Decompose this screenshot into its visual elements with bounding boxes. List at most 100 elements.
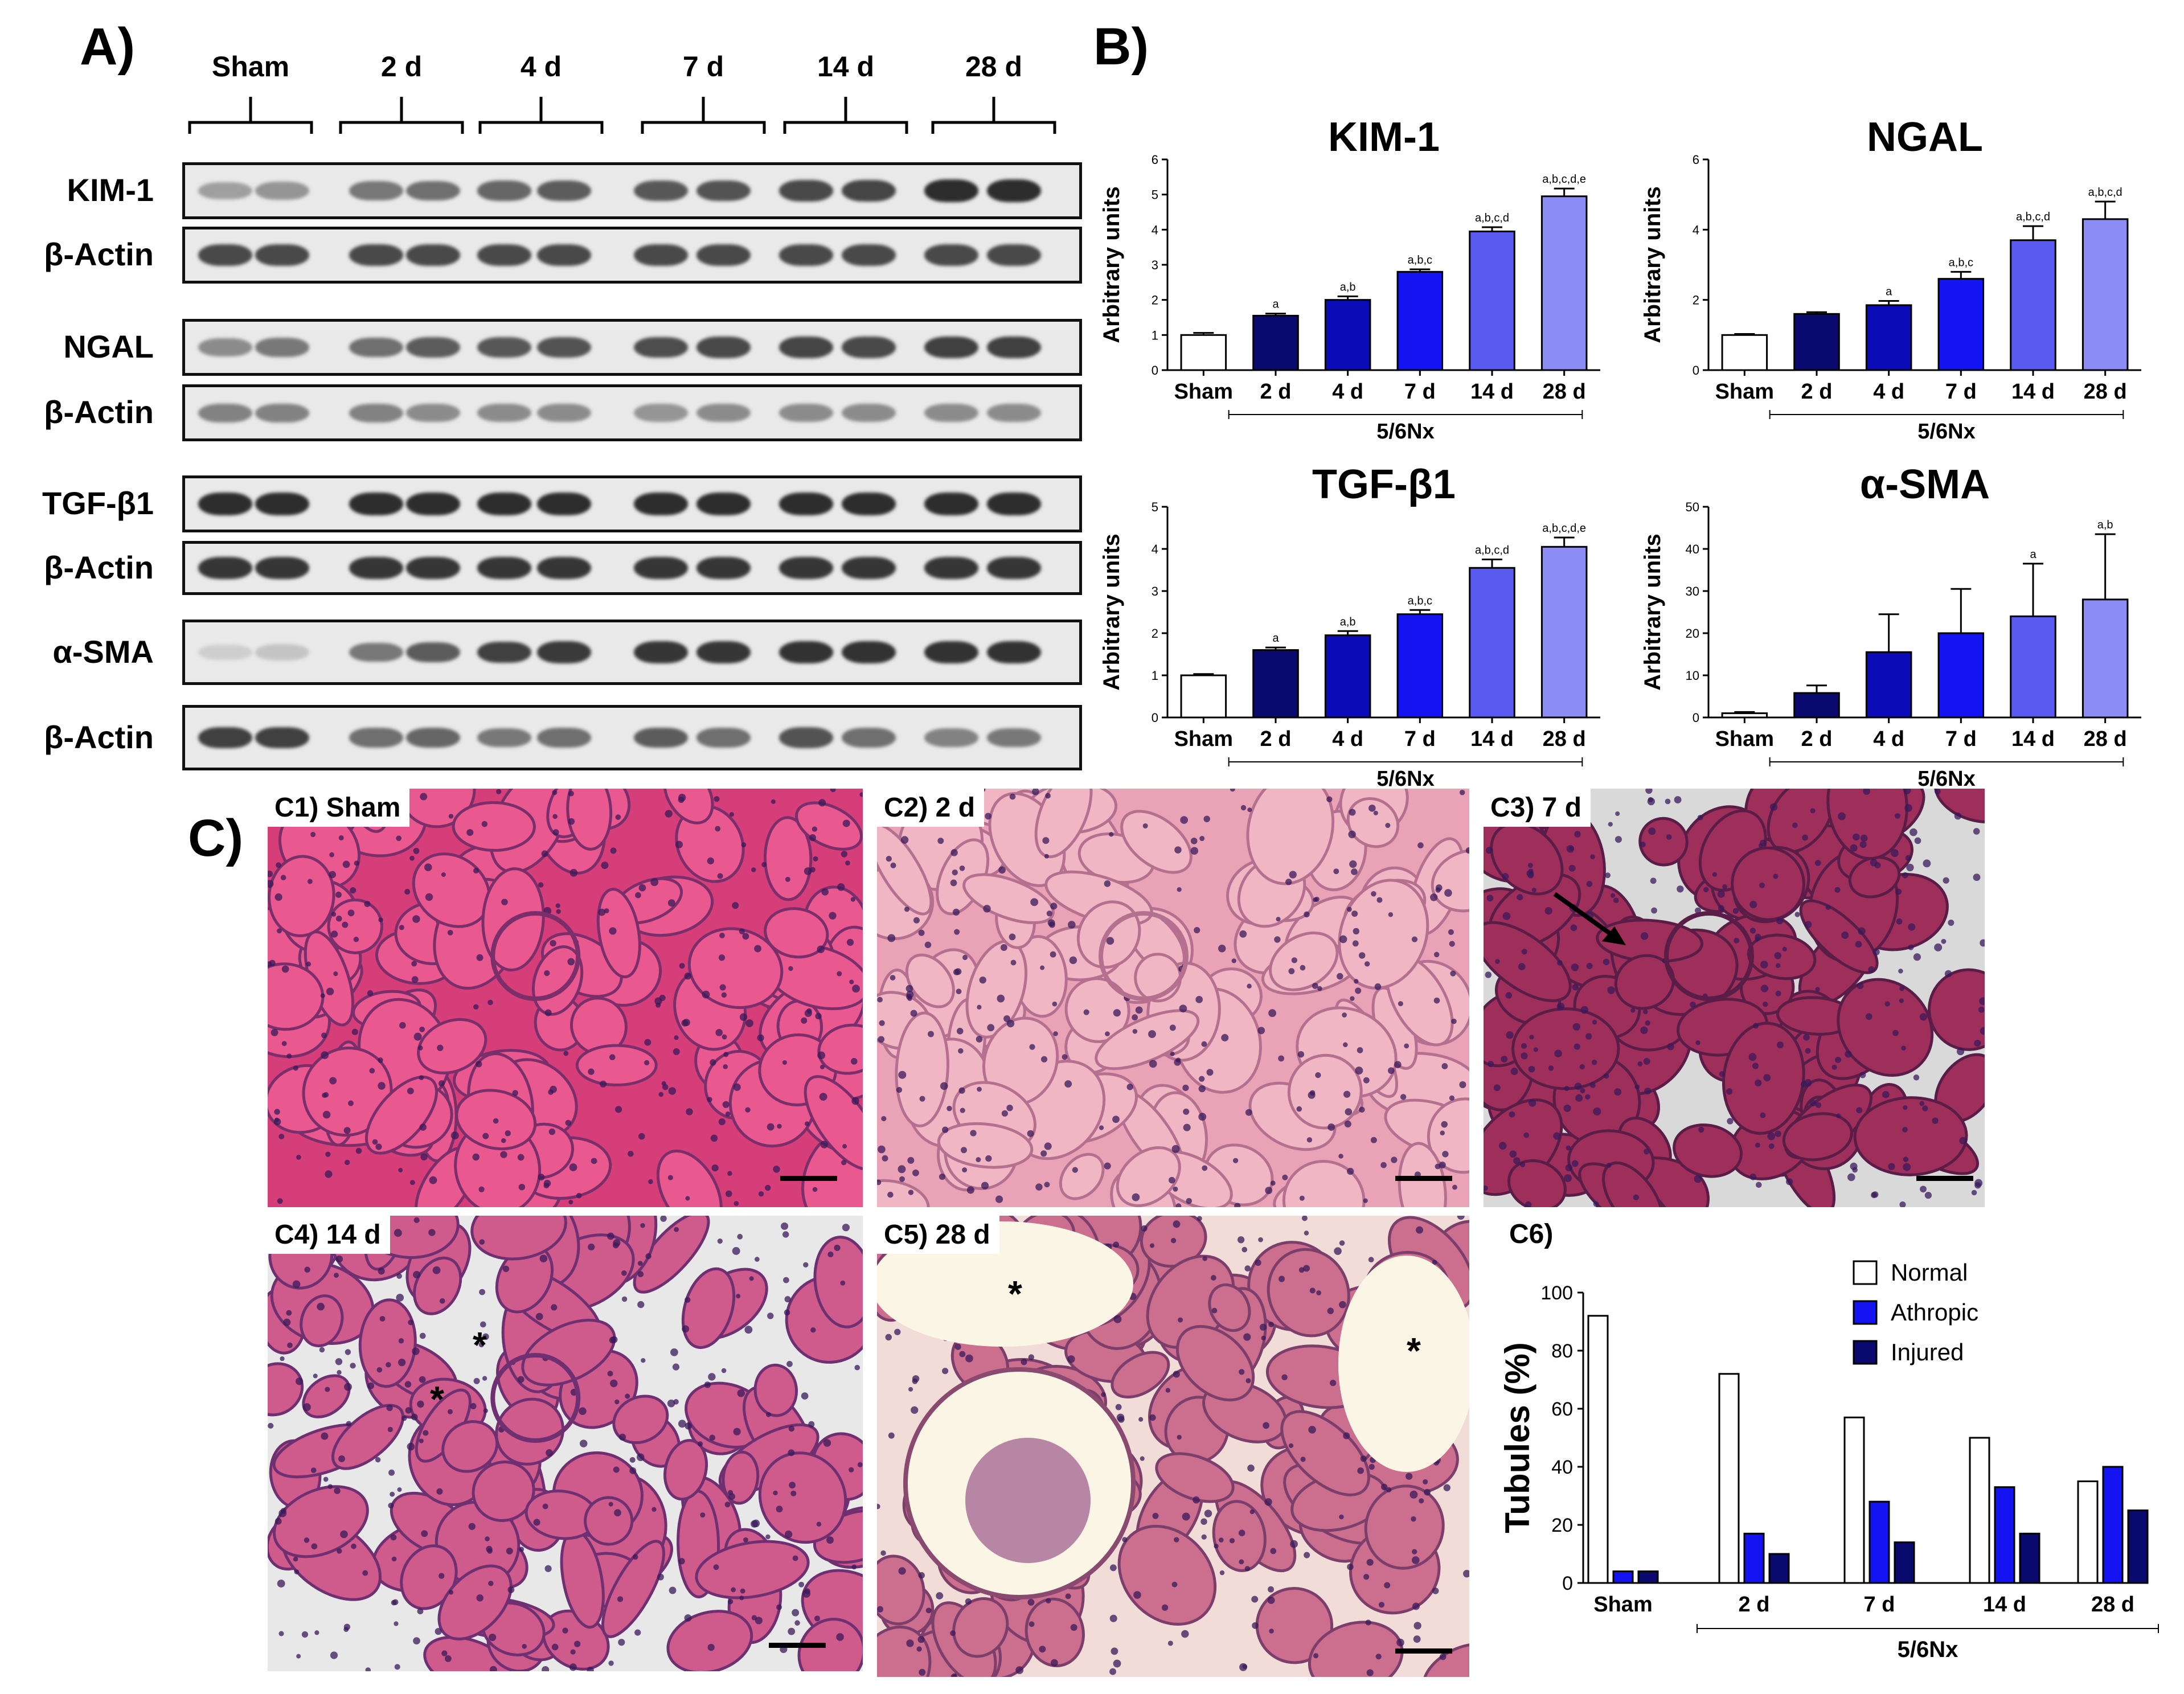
nucleus-dot bbox=[672, 1363, 680, 1371]
nucleus-dot bbox=[1046, 910, 1052, 917]
nucleus-dot bbox=[1316, 1290, 1322, 1295]
nucleus-dot bbox=[591, 1158, 597, 1164]
nucleus-dot bbox=[1815, 1102, 1822, 1108]
nucleus-dot bbox=[407, 1088, 414, 1094]
x-tick-label: 7 d bbox=[1945, 727, 1977, 751]
nucleus-dot bbox=[788, 1627, 796, 1635]
nucleus-dot bbox=[1956, 1047, 1965, 1056]
bar bbox=[1396, 613, 1444, 719]
nucleus-dot bbox=[707, 1643, 715, 1651]
nucleus-dot bbox=[981, 1182, 989, 1190]
nucleus-dot bbox=[1805, 1048, 1811, 1054]
nucleus-dot bbox=[325, 1170, 333, 1178]
nucleus-dot bbox=[767, 1123, 775, 1131]
nucleus-dot bbox=[743, 1537, 748, 1543]
nucleus-dot bbox=[1406, 1472, 1413, 1480]
nucleus-dot bbox=[1694, 1175, 1702, 1183]
nucleus-dot bbox=[741, 842, 747, 847]
nucleus-dot bbox=[271, 1028, 278, 1036]
nucleus-dot bbox=[401, 1416, 407, 1421]
bar bbox=[1793, 313, 1840, 371]
nucleus-dot bbox=[1865, 1013, 1872, 1020]
panel-c-letter: C) bbox=[188, 809, 244, 867]
tubule-shape bbox=[877, 823, 933, 916]
nucleus-dot bbox=[1199, 1076, 1205, 1082]
nucleus-dot bbox=[673, 1048, 680, 1055]
nucleus-dot bbox=[1722, 884, 1728, 889]
nucleus-dot bbox=[399, 1022, 406, 1029]
nucleus-dot bbox=[1355, 987, 1362, 994]
bracket-line bbox=[188, 97, 313, 134]
nucleus-dot bbox=[609, 927, 617, 935]
nucleus-dot bbox=[347, 1100, 354, 1106]
nucleus-dot bbox=[1400, 1094, 1407, 1100]
tubule-shape bbox=[495, 1397, 565, 1466]
nucleus-dot bbox=[342, 921, 349, 928]
nucleus-dot bbox=[1001, 1110, 1008, 1117]
nucleus-dot bbox=[804, 1009, 812, 1017]
nucleus-dot bbox=[351, 1028, 358, 1035]
blot-band bbox=[924, 557, 978, 579]
y-tick-label: 60 bbox=[1551, 1398, 1573, 1420]
nucleus-dot bbox=[1300, 1457, 1306, 1462]
nucleus-dot bbox=[1637, 1061, 1643, 1067]
nucleus-dot bbox=[1836, 1113, 1841, 1118]
nucleus-dot bbox=[343, 1627, 349, 1633]
c6-label: C6) bbox=[1509, 1219, 1554, 1249]
nucleus-dot bbox=[816, 1521, 822, 1527]
nucleus-dot bbox=[1152, 1512, 1159, 1519]
legend-label: Normal bbox=[1891, 1259, 1968, 1286]
tissue-texture bbox=[268, 1216, 863, 1671]
nucleus-dot bbox=[1574, 831, 1581, 838]
nucleus-dot bbox=[1571, 963, 1579, 971]
blot-band bbox=[924, 337, 978, 358]
nucleus-dot bbox=[636, 1453, 645, 1461]
bracket-line bbox=[641, 97, 766, 134]
nucleus-dot bbox=[668, 1087, 677, 1095]
nucleus-dot bbox=[450, 1131, 459, 1140]
tubule-shape bbox=[331, 1404, 405, 1470]
nucleus-dot bbox=[936, 1592, 944, 1599]
bar bbox=[1612, 1570, 1634, 1584]
nucleus-dot bbox=[538, 882, 544, 888]
nucleus-dot bbox=[405, 1407, 412, 1414]
bar bbox=[1718, 1373, 1740, 1584]
nucleus-dot bbox=[890, 975, 896, 981]
nucleus-dot bbox=[1359, 1106, 1365, 1113]
nucleus-dot bbox=[296, 1654, 301, 1659]
nucleus-dot bbox=[1856, 1107, 1863, 1114]
y-tick-label: 4 bbox=[1152, 223, 1158, 237]
nucleus-dot bbox=[277, 1198, 283, 1204]
nucleus-dot bbox=[1327, 1307, 1334, 1314]
nucleus-dot bbox=[881, 1115, 887, 1122]
nucleus-dot bbox=[954, 929, 960, 935]
nucleus-dot bbox=[1768, 1143, 1775, 1149]
nucleus-dot bbox=[740, 1588, 745, 1594]
nucleus-dot bbox=[1138, 1417, 1144, 1422]
nucleus-dot bbox=[998, 866, 1006, 874]
nucleus-dot bbox=[1409, 1490, 1418, 1499]
nucleus-dot bbox=[293, 1065, 298, 1071]
nucleus-dot bbox=[419, 1438, 424, 1443]
nucleus-dot bbox=[432, 1266, 441, 1274]
nucleus-dot bbox=[319, 1347, 325, 1353]
nucleus-dot bbox=[330, 1651, 338, 1659]
nucleus-dot bbox=[1442, 1151, 1449, 1158]
blot-strip bbox=[182, 541, 1082, 595]
nucleus-dot bbox=[985, 813, 991, 820]
tubule-shape bbox=[1826, 789, 1908, 860]
blot-band bbox=[924, 179, 978, 202]
nucleus-dot bbox=[552, 829, 559, 835]
nucleus-dot bbox=[1943, 877, 1949, 884]
nucleus-dot bbox=[541, 850, 548, 858]
nucleus-dot bbox=[1640, 842, 1646, 848]
nucleus-dot bbox=[1044, 1182, 1050, 1188]
nucleus-dot bbox=[587, 1666, 594, 1671]
nucleus-dot bbox=[1853, 833, 1860, 841]
x-tick-label: 28 d bbox=[2091, 1593, 2134, 1617]
blot-band bbox=[477, 403, 531, 423]
nucleus-dot bbox=[441, 1650, 448, 1656]
nucleus-dot bbox=[417, 1045, 423, 1051]
nucleus-dot bbox=[413, 1217, 420, 1223]
nucleus-dot bbox=[1845, 1051, 1852, 1058]
